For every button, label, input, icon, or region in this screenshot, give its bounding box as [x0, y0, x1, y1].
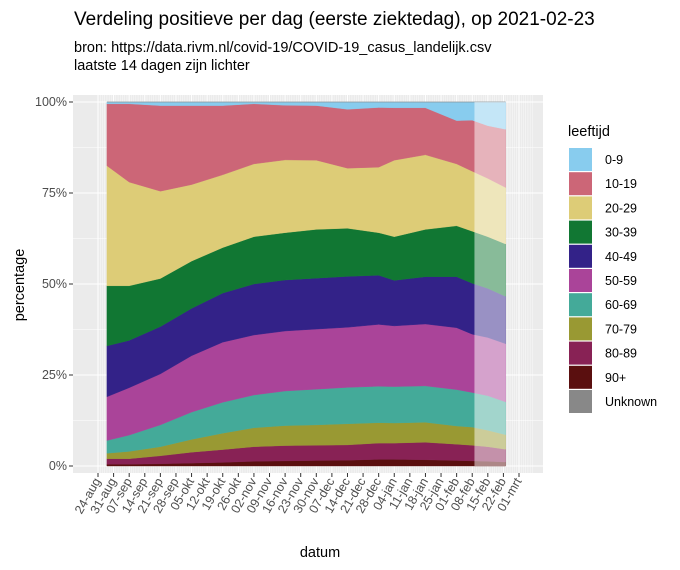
y-tick-label: 75% — [42, 186, 67, 200]
chart-subtitle-line-2: laatste 14 dagen zijn lichter — [74, 58, 250, 74]
legend-label-90plus: 90+ — [605, 371, 626, 385]
legend-label-60-69: 60-69 — [605, 298, 637, 312]
legend-swatch-70-79 — [569, 317, 592, 341]
y-tick-label: 25% — [42, 368, 67, 382]
chart-subtitle-line-1: bron: https://data.rivm.nl/covid-19/COVI… — [74, 40, 492, 56]
legend-swatch-50-59 — [569, 269, 592, 292]
legend-swatch-30-39 — [569, 220, 592, 244]
legend-swatch-40-49 — [569, 244, 592, 268]
legend-swatch-unknown — [569, 390, 592, 413]
legend-swatch-60-69 — [569, 293, 592, 317]
x-axis: 24-aug31-aug07-sep14-sep21-sep28-sep05-o… — [72, 473, 525, 516]
legend-title: leeftijd — [568, 124, 610, 140]
x-axis-title: datum — [300, 545, 340, 561]
y-tick-label: 0% — [49, 459, 67, 473]
legend-swatch-80-89 — [569, 341, 592, 365]
chart-title: Verdeling positieve per dag (eerste ziek… — [74, 9, 595, 30]
y-tick-label: 100% — [35, 95, 67, 109]
y-axis-title: percentage — [12, 249, 28, 322]
legend-swatch-0-9 — [569, 148, 592, 171]
legend-label-30-39: 30-39 — [605, 226, 637, 240]
y-tick-label: 50% — [42, 277, 67, 291]
legend-label-0-9: 0-9 — [605, 153, 623, 167]
legend-swatch-10-19 — [569, 172, 592, 196]
legend-label-70-79: 70-79 — [605, 322, 637, 336]
legend-label-10-19: 10-19 — [605, 177, 637, 191]
legend-swatch-90plus — [569, 365, 592, 389]
stacked-areas — [106, 101, 506, 467]
legend: 0-9 10-19 20-29 30-39 40-49 50-59 60-69 70-79 80… — [569, 148, 657, 413]
legend-label-80-89: 80-89 — [605, 347, 637, 361]
lighter-period-overlay — [474, 102, 506, 466]
legend-label-20-29: 20-29 — [605, 201, 637, 215]
legend-label-50-59: 50-59 — [605, 274, 637, 288]
legend-label-40-49: 40-49 — [605, 250, 637, 264]
y-axis: 0% 25% 50% 75% 100% — [35, 95, 73, 473]
legend-label-unknown: Unknown — [605, 395, 657, 409]
legend-swatch-20-29 — [569, 196, 592, 220]
